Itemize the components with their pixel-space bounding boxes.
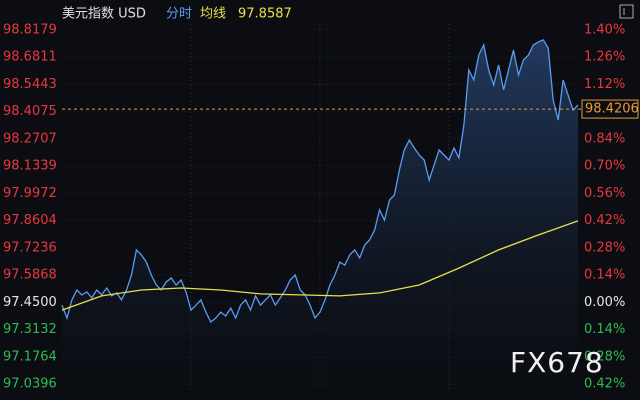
last-price-label: 98.4206: [585, 102, 639, 117]
average-line: [61, 220, 579, 311]
y-tick-label: 97.7236: [3, 240, 57, 255]
y-tick-label: 97.8604: [3, 213, 57, 228]
y2-tick-label: 0.28%: [584, 349, 625, 364]
y-tick-label: 98.2707: [3, 131, 57, 146]
y2-tick-label: 1.26%: [584, 50, 625, 65]
price-area: [62, 39, 578, 397]
y2-tick-label: 1.12%: [584, 77, 625, 92]
y2-tick-label: 0.00%: [584, 295, 625, 310]
y2-tick-label: 1.40%: [584, 23, 625, 38]
y2-tick-label: 0.14%: [584, 268, 625, 283]
y-tick-label: 98.8179: [3, 23, 57, 38]
price-line: [61, 39, 579, 324]
chart-title: 美元指数 USD: [62, 7, 146, 22]
legend-entry: 分时: [166, 7, 192, 22]
y2-tick-label: 0.84%: [584, 131, 625, 146]
y-tick-label: 97.4500: [3, 295, 57, 310]
y-tick-label: 97.0396: [3, 377, 57, 392]
y2-tick-label: 0.70%: [584, 159, 625, 174]
average-value: 97.8587: [238, 7, 292, 22]
y2-tick-label: 0.42%: [584, 377, 625, 392]
y-tick-label: 97.5868: [3, 268, 57, 283]
last-price-box: [581, 99, 639, 119]
legend-entry: 均线: [200, 7, 226, 22]
y-tick-label: 98.1339: [3, 159, 57, 174]
y2-tick-label: 0.56%: [584, 186, 625, 201]
y2-tick-label: 0.28%: [584, 240, 625, 255]
y-tick-label: 97.1764: [3, 349, 57, 364]
y2-tick-label: 0.42%: [584, 213, 625, 228]
watermark: FX678: [510, 346, 604, 379]
y-tick-label: 98.6811: [3, 50, 57, 65]
y-tick-label: 97.3132: [3, 322, 57, 337]
y2-tick-label: 0.14%: [584, 322, 625, 337]
y-tick-label: 97.9972: [3, 186, 57, 201]
fullscreen-icon[interactable]: [619, 4, 634, 19]
y-tick-label: 98.5443: [3, 77, 57, 92]
y-tick-label: 98.4075: [3, 104, 57, 119]
